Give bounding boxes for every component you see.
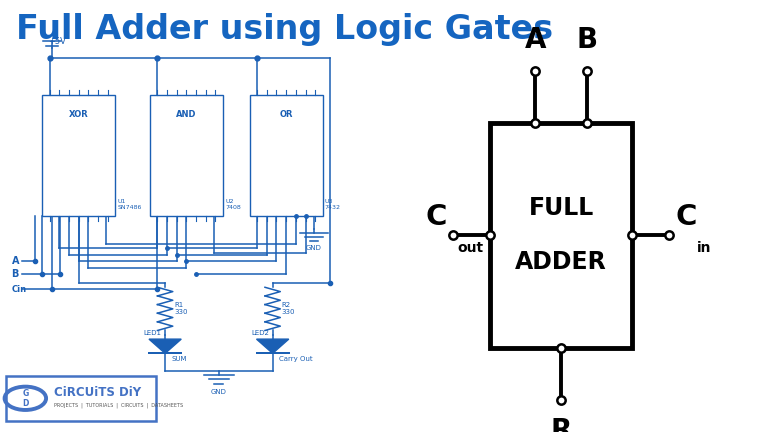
- Text: FULL: FULL: [528, 197, 594, 220]
- Text: Full Adder using Logic Gates: Full Adder using Logic Gates: [15, 13, 553, 46]
- Polygon shape: [257, 339, 289, 353]
- Text: LED2: LED2: [251, 330, 269, 336]
- Text: SUM: SUM: [171, 356, 187, 362]
- Bar: [490, 123, 632, 348]
- Text: out: out: [458, 241, 484, 254]
- Text: GND: GND: [306, 245, 322, 251]
- Text: C: C: [675, 203, 697, 231]
- Text: Cin: Cin: [12, 285, 27, 294]
- Text: U1
SN7486: U1 SN7486: [118, 199, 142, 210]
- Bar: [150, 95, 223, 216]
- Text: AND: AND: [176, 110, 197, 118]
- Text: LED1: LED1: [144, 330, 161, 336]
- Bar: [42, 95, 115, 216]
- Text: CiRCUiTS DiY: CiRCUiTS DiY: [54, 386, 141, 399]
- Text: Carry Out: Carry Out: [279, 356, 313, 362]
- Text: U2
7408: U2 7408: [225, 199, 241, 210]
- Text: R2
330: R2 330: [282, 302, 296, 315]
- Text: R1
330: R1 330: [174, 302, 188, 315]
- Text: in: in: [697, 241, 711, 254]
- Bar: [250, 95, 323, 216]
- Text: A: A: [12, 256, 19, 267]
- Text: G
D: G D: [22, 389, 28, 408]
- Text: OR: OR: [280, 110, 293, 118]
- Polygon shape: [149, 339, 181, 353]
- Text: C: C: [425, 203, 447, 231]
- Text: GND: GND: [211, 389, 227, 395]
- Text: +5V: +5V: [48, 37, 66, 46]
- Text: R: R: [551, 417, 571, 432]
- Text: ADDER: ADDER: [515, 251, 607, 274]
- Text: U3
7432: U3 7432: [325, 199, 341, 210]
- Text: A: A: [525, 26, 546, 54]
- Text: PROJECTS  |  TUTORIALS  |  CIRCUITS  |  DATASHEETS: PROJECTS | TUTORIALS | CIRCUITS | DATASH…: [54, 403, 183, 408]
- Text: XOR: XOR: [69, 110, 88, 118]
- Text: B: B: [12, 269, 19, 280]
- Text: B: B: [576, 26, 598, 54]
- Bar: [6, 376, 156, 421]
